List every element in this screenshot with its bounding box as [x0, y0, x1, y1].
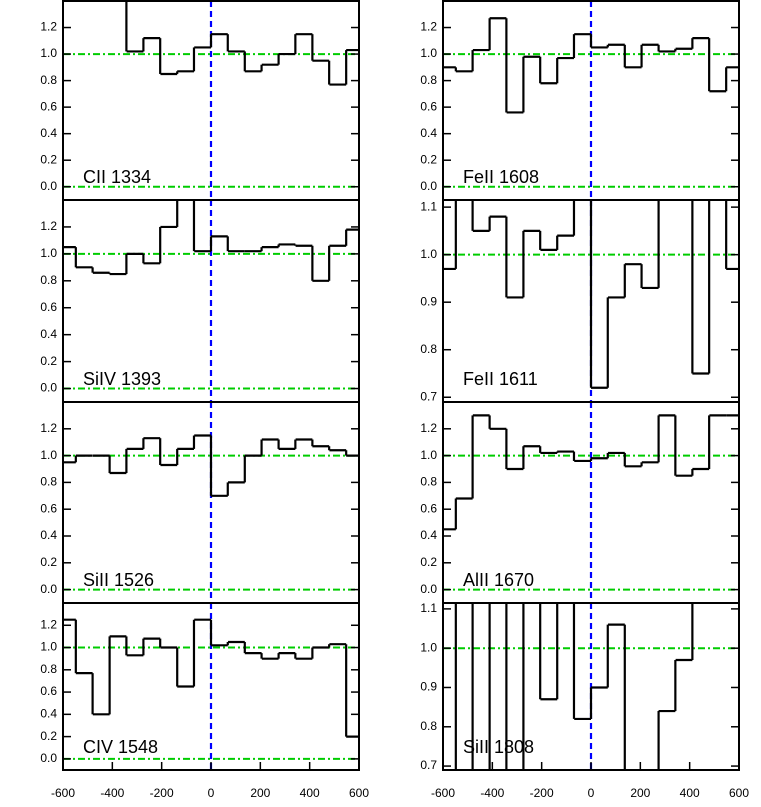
y-tick-label: 0.6 — [40, 99, 57, 113]
y-tick-label: 0.2 — [420, 152, 437, 166]
y-tick-label: 1.2 — [40, 421, 57, 435]
y-tick-label: 0.8 — [40, 475, 57, 489]
y-tick-label: 0.6 — [420, 99, 437, 113]
y-tick-label: 0.0 — [40, 582, 57, 596]
y-tick-label: 0.4 — [40, 327, 57, 341]
panel — [443, 1, 739, 200]
x-tick-label: 400 — [680, 786, 700, 800]
y-tick-label: 0.0 — [420, 582, 437, 596]
y-tick-label: 0.2 — [40, 555, 57, 569]
y-tick-label: 0.8 — [420, 73, 437, 87]
y-tick-label: 0.4 — [420, 126, 437, 140]
panel-label: SiII 1808 — [463, 737, 534, 757]
y-tick-label: 0.8 — [40, 273, 57, 287]
y-tick-label: 1.0 — [420, 640, 437, 654]
x-tick-label: 200 — [630, 786, 650, 800]
y-tick-label: 0.6 — [420, 501, 437, 515]
x-tick-label: 200 — [250, 786, 270, 800]
panel — [63, 603, 359, 770]
y-tick-label: 1.0 — [40, 448, 57, 462]
panel — [443, 603, 739, 770]
y-tick-label: 0.9 — [420, 294, 437, 308]
y-tick-label: 0.7 — [420, 758, 437, 772]
y-tick-label: 1.2 — [40, 20, 57, 34]
y-tick-label: 0.4 — [40, 707, 57, 721]
panel — [63, 200, 359, 402]
y-tick-label: 1.0 — [420, 448, 437, 462]
y-tick-label: 0.8 — [420, 719, 437, 733]
panel-label: FeII 1611 — [463, 369, 538, 389]
y-tick-label: 0.2 — [40, 354, 57, 368]
y-tick-label: 1.2 — [420, 421, 437, 435]
y-tick-label: 0.2 — [40, 729, 57, 743]
x-tick-label: -200 — [530, 786, 554, 800]
x-tick-label: 0 — [208, 786, 215, 800]
y-tick-label: 0.8 — [40, 662, 57, 676]
y-tick-label: 0.6 — [40, 300, 57, 314]
y-tick-label: 0.2 — [40, 152, 57, 166]
panel-label: CIV 1548 — [83, 737, 158, 757]
y-tick-label: 0.0 — [40, 381, 57, 395]
y-tick-label: 1.0 — [420, 46, 437, 60]
y-tick-label: 0.0 — [40, 751, 57, 765]
x-tick-label: 400 — [300, 786, 320, 800]
x-tick-label: 600 — [729, 786, 749, 800]
x-tick-label: -200 — [150, 786, 174, 800]
y-tick-label: 0.0 — [420, 179, 437, 193]
x-tick-label: -600 — [51, 786, 75, 800]
y-tick-label: 0.8 — [40, 73, 57, 87]
y-tick-label: 0.4 — [40, 126, 57, 140]
y-tick-label: 1.2 — [420, 20, 437, 34]
y-tick-label: 0.9 — [420, 680, 437, 694]
y-tick-label: 0.6 — [40, 501, 57, 515]
y-tick-label: 1.0 — [40, 640, 57, 654]
y-tick-label: 1.0 — [420, 247, 437, 261]
panel-label: CII 1334 — [83, 167, 151, 187]
panel-label: SiIV 1393 — [83, 369, 161, 389]
panel — [443, 200, 739, 402]
panel — [63, 1, 359, 200]
y-tick-label: 0.4 — [40, 528, 57, 542]
y-tick-label: 0.2 — [420, 555, 437, 569]
y-tick-label: 0.0 — [40, 179, 57, 193]
x-tick-label: 600 — [349, 786, 369, 800]
x-tick-label: -400 — [480, 786, 504, 800]
y-tick-label: 1.1 — [420, 199, 437, 213]
y-tick-label: 1.0 — [40, 46, 57, 60]
y-tick-label: 1.0 — [40, 246, 57, 260]
y-tick-label: 0.4 — [420, 528, 437, 542]
y-tick-label: 0.6 — [40, 684, 57, 698]
panel — [63, 402, 359, 603]
panel-label: FeII 1608 — [463, 167, 539, 187]
panel — [443, 402, 739, 603]
y-tick-label: 0.8 — [420, 475, 437, 489]
x-tick-label: 0 — [588, 786, 595, 800]
panel-label: SiII 1526 — [83, 570, 154, 590]
y-tick-label: 1.2 — [40, 219, 57, 233]
y-tick-label: 0.7 — [420, 389, 437, 403]
y-tick-label: 0.8 — [420, 342, 437, 356]
x-tick-label: -400 — [100, 786, 124, 800]
x-tick-label: -600 — [431, 786, 455, 800]
y-tick-label: 1.2 — [40, 617, 57, 631]
y-tick-label: 1.1 — [420, 601, 437, 615]
panel-label: AlII 1670 — [463, 570, 534, 590]
